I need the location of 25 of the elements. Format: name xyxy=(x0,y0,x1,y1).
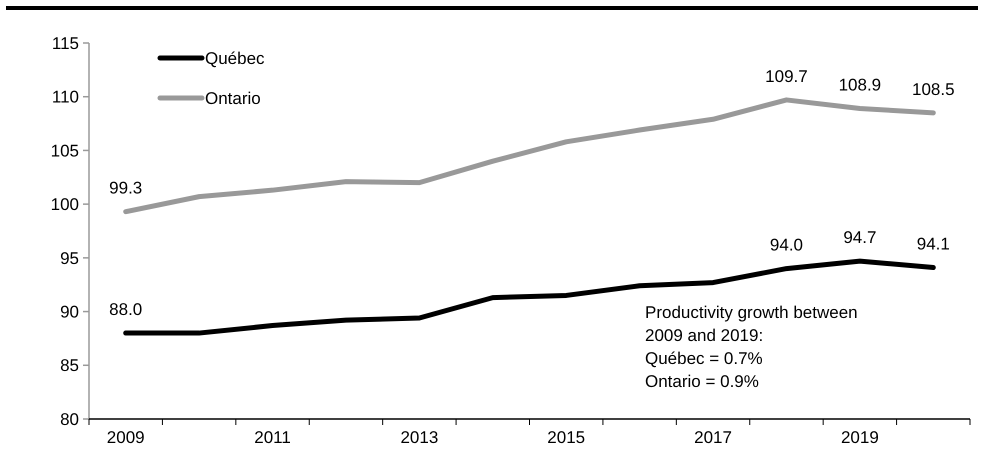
y-tick-label: 80 xyxy=(60,410,79,429)
y-tick-label: 100 xyxy=(50,195,79,214)
y-tick-label: 90 xyxy=(60,302,79,322)
data-label: 109.7 xyxy=(765,66,808,86)
data-label: 94.7 xyxy=(843,228,876,248)
x-tick-label: 2013 xyxy=(400,428,438,447)
y-tick-label: 105 xyxy=(50,141,79,160)
data-label: 94.0 xyxy=(770,236,804,255)
y-tick-label: 95 xyxy=(60,248,79,268)
x-tick-label: 2009 xyxy=(106,428,145,447)
x-tick-label: 2019 xyxy=(840,428,879,447)
annotation: Productivity growth between 2009 and 2019: Québec = 0.7% Ontario = 0.9% xyxy=(645,303,858,391)
x-tick-label: 2011 xyxy=(254,428,291,447)
data-label: 108.9 xyxy=(838,76,882,95)
y-tick-label: 115 xyxy=(52,34,79,53)
y-tick-label: 85 xyxy=(60,356,79,376)
data-label: 99.3 xyxy=(109,178,142,198)
data-label: 88.0 xyxy=(109,300,142,320)
x-tick-label: 2015 xyxy=(547,428,586,447)
legend-label: Québec xyxy=(205,48,266,68)
legend-label: Ontario xyxy=(205,88,261,108)
x-tick-label: 2017 xyxy=(694,428,732,447)
y-tick-label: 110 xyxy=(52,88,79,107)
data-label: 94.1 xyxy=(916,234,950,254)
data-label: 108.5 xyxy=(912,80,955,99)
